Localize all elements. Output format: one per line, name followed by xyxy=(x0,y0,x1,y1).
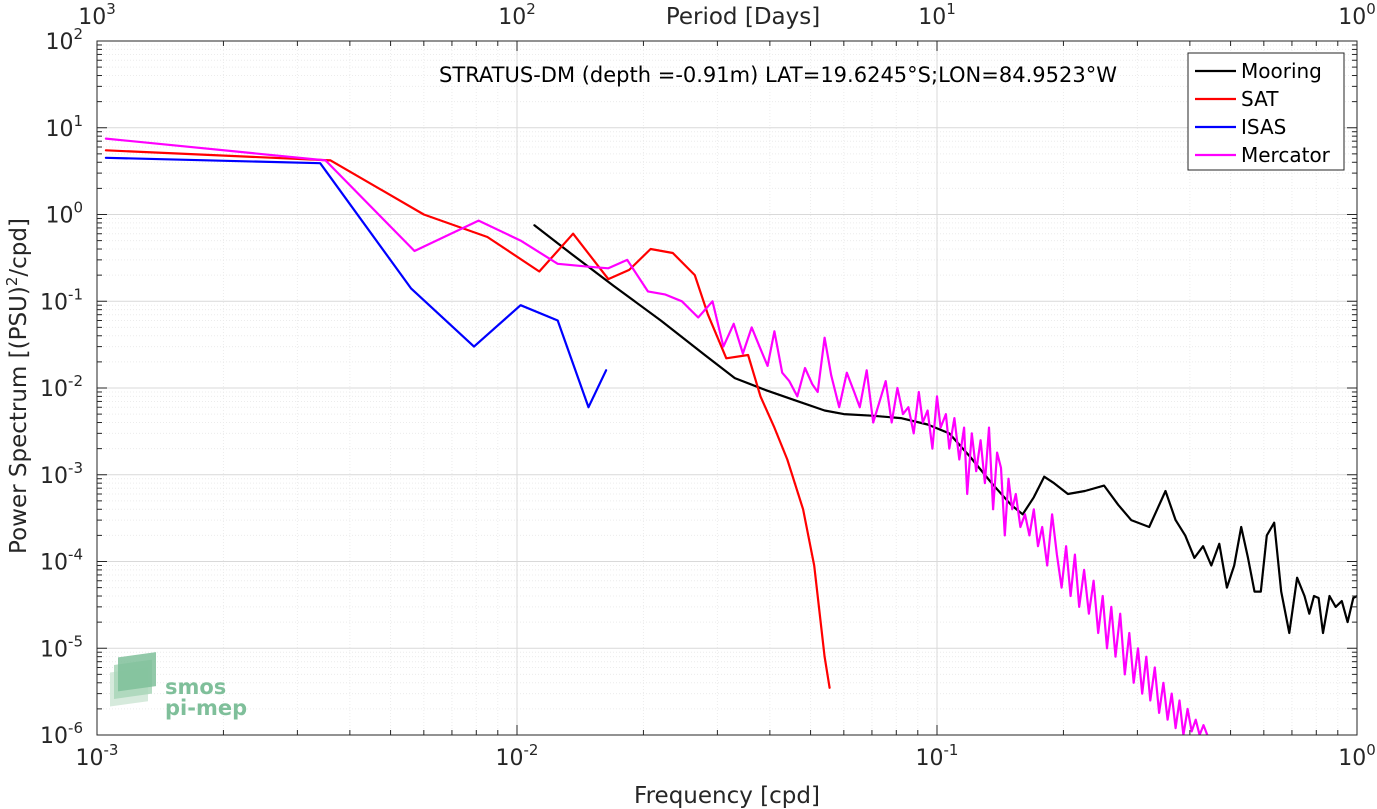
top-tick-label: 100 xyxy=(1338,0,1376,30)
x-tick-label: 10-1 xyxy=(916,741,959,771)
x-tick-label: 10-3 xyxy=(76,741,119,771)
y-tick-label: 10-3 xyxy=(40,459,83,489)
y-tick-label: 10-6 xyxy=(40,719,83,749)
axis-ticks xyxy=(96,40,1358,736)
series-line-isas xyxy=(104,156,608,409)
y-tick-label: 101 xyxy=(45,112,83,142)
logo-text-smos: smos xyxy=(165,675,226,699)
top-tick-label: 101 xyxy=(918,0,956,30)
legend-label-mooring: Mooring xyxy=(1241,59,1322,83)
series-group xyxy=(104,137,1357,735)
smos-pi-mep-logo: smos pi-mep xyxy=(110,652,247,720)
y-tick-label: 10-2 xyxy=(40,372,83,402)
x-tick-label: 100 xyxy=(1338,741,1376,771)
chart-title: STRATUS-DM (depth =-0.91m) LAT=19.6245°S… xyxy=(439,63,1117,87)
x-tick-label: 10-2 xyxy=(496,741,539,771)
legend: Mooring SAT ISAS Mercator xyxy=(1187,52,1345,171)
y-tick-label: 102 xyxy=(45,25,83,55)
y-tick-label: 10-4 xyxy=(40,546,83,576)
series-line-mooring xyxy=(533,224,1357,635)
legend-label-isas: ISAS xyxy=(1241,115,1286,139)
series-line-sat xyxy=(104,149,831,689)
x-axis-label: Frequency [cpd] xyxy=(634,783,820,809)
legend-label-sat: SAT xyxy=(1241,87,1279,111)
logo-wave-3 xyxy=(118,652,156,692)
y-tick-label: 100 xyxy=(45,199,83,229)
top-tick-label: 102 xyxy=(498,0,536,30)
y-axis-label: Power Spectrum [(PSU)2/cpd] xyxy=(3,218,32,554)
y-tick-label: 10-1 xyxy=(40,285,83,315)
y-tick-label: 10-5 xyxy=(40,632,83,662)
legend-box xyxy=(1187,52,1345,171)
series-line-mercator xyxy=(104,137,1209,735)
legend-label-mercator: Mercator xyxy=(1241,143,1331,167)
top-axis-label: Period [Days] xyxy=(666,4,820,30)
logo-text-pi-mep: pi-mep xyxy=(165,696,247,720)
minor-grid xyxy=(97,41,1357,735)
top-tick-label: 103 xyxy=(78,0,116,30)
